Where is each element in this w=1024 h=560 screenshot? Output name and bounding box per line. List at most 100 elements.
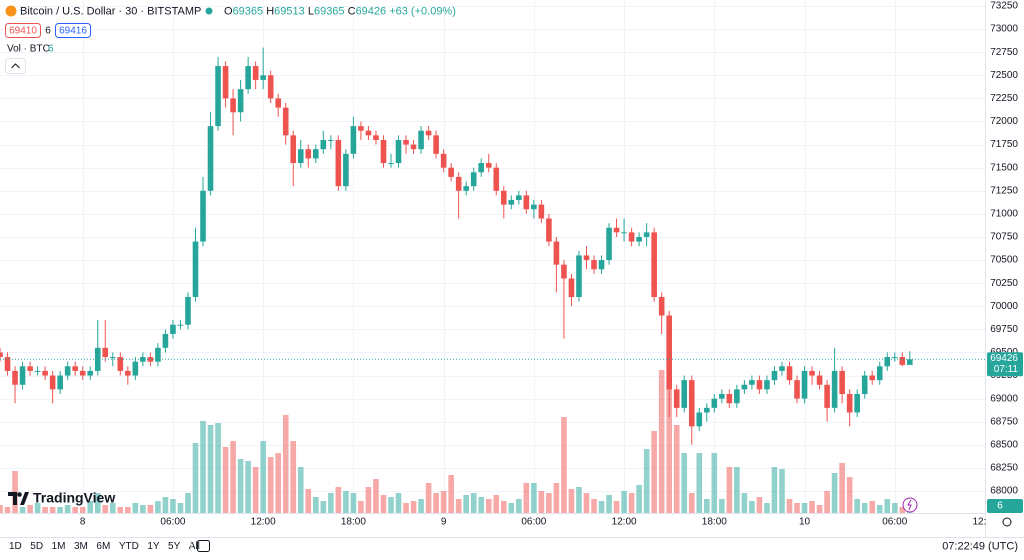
range-button[interactable]: 3M: [74, 541, 88, 552]
candle-body: [899, 357, 906, 365]
volume-bar: [350, 493, 357, 513]
volume-bar: [87, 501, 94, 513]
ask-box[interactable]: [55, 23, 91, 38]
range-button[interactable]: 1M: [52, 541, 66, 552]
volume-bar: [222, 447, 229, 513]
volume-bar: [681, 453, 688, 513]
logo-mark: [8, 492, 29, 505]
y-tick-label: 71500: [990, 162, 1018, 173]
candle-body: [726, 394, 733, 404]
candle-body: [57, 375, 63, 390]
candle-body: [831, 370, 838, 408]
volume-bar: [628, 493, 635, 513]
bid-box[interactable]: [5, 23, 41, 38]
volume-bar: [500, 501, 507, 513]
range-button[interactable]: YTD: [119, 541, 139, 552]
volume-bar: [591, 499, 597, 513]
range-button[interactable]: 5Y: [168, 541, 181, 552]
candle-body: [508, 200, 515, 205]
candle-body: [267, 75, 274, 99]
candle-body: [568, 278, 575, 298]
candle-body: [109, 357, 116, 359]
range-button[interactable]: All: [189, 541, 200, 552]
volume-bar: [245, 461, 251, 513]
candle-body: [215, 66, 221, 127]
volume-bar: [155, 501, 161, 513]
volume-bar: [673, 425, 680, 513]
bid[interactable]: 69410: [9, 26, 37, 37]
volume-bar: [19, 507, 26, 513]
volume-bar: [869, 501, 876, 513]
range-button[interactable]: 1Y: [147, 541, 160, 552]
range-button[interactable]: 6M: [96, 541, 110, 552]
collapse-button[interactable]: [5, 58, 26, 74]
volume-bar: [328, 493, 334, 513]
candle-body: [230, 98, 236, 113]
volume-bar: [343, 491, 349, 513]
toolbar: 1D 5D 1M 3M 6M YTD 1Y 5Y All: [9, 541, 200, 552]
range-button[interactable]: 5D: [30, 541, 43, 552]
volume-bar: [711, 453, 718, 513]
x-tick-label: 12:00: [612, 517, 637, 528]
y-tick-label: 68500: [990, 439, 1018, 450]
y-tick-label: 70250: [990, 278, 1018, 289]
candle-body: [252, 66, 259, 80]
candle-body: [696, 412, 703, 427]
volume-bar: [282, 415, 289, 513]
ask[interactable]: 69416: [59, 26, 87, 37]
range-button[interactable]: 1D: [9, 541, 22, 552]
candle-body: [305, 149, 312, 159]
volume-bar: [305, 489, 312, 513]
candle-body: [328, 139, 334, 141]
volume-bar: [891, 503, 898, 513]
x-tick-label: 06:00: [160, 517, 185, 528]
candle-body: [861, 375, 868, 395]
volume-bar: [824, 491, 830, 513]
volume-bar: [94, 493, 101, 513]
volume-bar: [621, 491, 627, 513]
volume-bar: [267, 457, 274, 513]
candle-body: [320, 139, 327, 150]
candle-body: [358, 126, 364, 131]
y-tick-label: 70750: [990, 232, 1018, 243]
x-tick-label: 12:00: [251, 517, 276, 528]
candle-body: [237, 89, 244, 113]
axis-settings[interactable]: [1002, 517, 1012, 527]
close-value: 69426: [356, 5, 387, 17]
candle-body: [478, 163, 485, 173]
volume-bar: [192, 443, 199, 513]
candle-body: [561, 264, 567, 279]
candle-body: [711, 398, 718, 408]
volume-bar: [440, 491, 447, 513]
candle-body: [553, 241, 560, 265]
volume-bar: [531, 483, 537, 513]
volume-bar: [666, 383, 672, 513]
candle-body: [688, 380, 695, 427]
volume-bar: [583, 493, 590, 513]
volume-bar: [786, 499, 793, 513]
candle-body: [177, 324, 184, 326]
volume-tag: [987, 499, 1023, 513]
volume-bar: [756, 497, 763, 513]
candle-body: [734, 389, 740, 404]
volume-bar: [546, 493, 552, 513]
volume-bar: [132, 503, 139, 513]
candle-body: [170, 324, 176, 334]
candle-body: [516, 195, 522, 201]
candle-body: [523, 195, 530, 210]
volume-bar: [200, 421, 206, 513]
time-axis: [0, 513, 985, 537]
volume-bar: [643, 449, 650, 513]
volume-bar: [794, 503, 800, 513]
volume-bar: [125, 507, 131, 513]
y-tick-label: 72000: [990, 116, 1018, 127]
price-tag: [987, 352, 1023, 377]
candle-body: [485, 163, 492, 168]
x-tick-label: 06:00: [882, 517, 907, 528]
volume-bar: [696, 453, 703, 513]
date-range-icon[interactable]: [197, 540, 210, 552]
volume-bar: [297, 467, 304, 513]
volume-bar: [779, 469, 785, 513]
x-tick-label: 18:00: [702, 517, 727, 528]
candle-body: [719, 394, 725, 399]
